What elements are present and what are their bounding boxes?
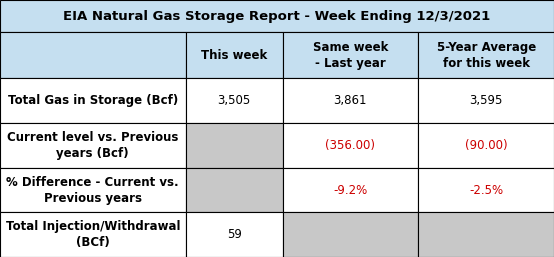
Text: 3,861: 3,861 xyxy=(334,94,367,107)
Text: 5-Year Average
for this week: 5-Year Average for this week xyxy=(437,41,536,70)
Text: Total Gas in Storage (Bcf): Total Gas in Storage (Bcf) xyxy=(8,94,178,107)
Text: This week: This week xyxy=(201,49,267,62)
Bar xyxy=(0,78,186,123)
Text: Same week
- Last year: Same week - Last year xyxy=(312,41,388,70)
Bar xyxy=(186,78,283,123)
Bar xyxy=(283,78,418,123)
Bar xyxy=(418,168,554,212)
Bar xyxy=(0,32,186,78)
Text: Total Injection/Withdrawal
(BCf): Total Injection/Withdrawal (BCf) xyxy=(6,220,180,249)
Bar xyxy=(0,168,186,212)
Bar xyxy=(418,32,554,78)
Bar xyxy=(283,212,418,257)
Text: 3,505: 3,505 xyxy=(217,94,251,107)
Text: Current level vs. Previous
years (Bcf): Current level vs. Previous years (Bcf) xyxy=(7,131,178,160)
Text: -9.2%: -9.2% xyxy=(334,183,367,197)
Bar xyxy=(418,123,554,168)
Bar xyxy=(0,212,186,257)
Bar xyxy=(0,123,186,168)
Bar xyxy=(0,0,554,32)
Bar xyxy=(186,32,283,78)
Bar xyxy=(283,123,418,168)
Bar xyxy=(186,168,283,212)
Bar xyxy=(418,212,554,257)
Text: % Difference - Current vs.
Previous years: % Difference - Current vs. Previous year… xyxy=(7,176,179,205)
Text: EIA Natural Gas Storage Report - Week Ending 12/3/2021: EIA Natural Gas Storage Report - Week En… xyxy=(63,10,491,23)
Bar xyxy=(283,32,418,78)
Text: (90.00): (90.00) xyxy=(465,139,507,152)
Bar xyxy=(186,123,283,168)
Text: -2.5%: -2.5% xyxy=(469,183,503,197)
Bar xyxy=(186,212,283,257)
Text: (356.00): (356.00) xyxy=(325,139,376,152)
Text: 59: 59 xyxy=(227,228,242,241)
Text: 3,595: 3,595 xyxy=(469,94,503,107)
Bar xyxy=(418,78,554,123)
Bar xyxy=(283,168,418,212)
